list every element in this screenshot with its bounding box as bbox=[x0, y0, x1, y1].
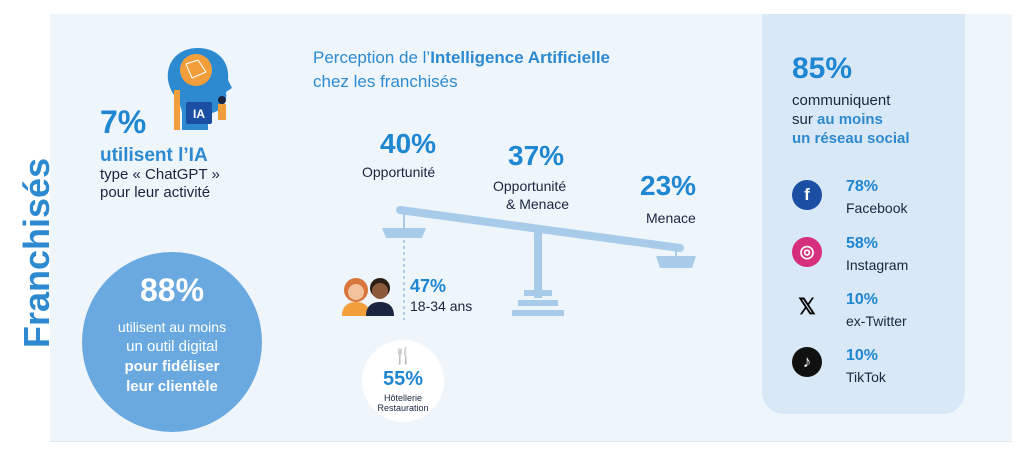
digital-percent: 88% bbox=[139, 272, 205, 308]
ai-head-illustration: IA bbox=[167, 48, 232, 130]
digital-tools-circle: 88% utilisent au moins un outil digital … bbox=[82, 252, 262, 432]
cutlery-icon: 🍴 bbox=[393, 348, 413, 365]
hotel-circle: 🍴 55% Hôtellerie Restauration bbox=[362, 340, 444, 422]
tiktok-label: TikTok bbox=[846, 369, 886, 385]
threat-label: Menace bbox=[646, 210, 696, 226]
threat-percent: 23% bbox=[640, 170, 697, 201]
digital-line1: utilisent au moins bbox=[117, 319, 227, 335]
title-prefix: Perception de l’ bbox=[313, 48, 431, 67]
social-line2-prefix: sur bbox=[792, 111, 818, 128]
twitter-percent: 10% bbox=[846, 291, 879, 308]
tiktok-percent: 10% bbox=[846, 347, 879, 364]
title-bold: Intelligence Artificielle bbox=[430, 48, 610, 67]
perception-subtitle: chez les franchisés bbox=[313, 72, 458, 91]
hotel-label1: Hôtellerie bbox=[383, 393, 423, 403]
mixed-percent: 37% bbox=[508, 140, 565, 171]
twitter-label: ex-Twitter bbox=[846, 313, 907, 329]
ia-percent: 7% bbox=[100, 104, 147, 140]
opportunity-label: Opportunité bbox=[362, 164, 436, 180]
social-line1: communiquent bbox=[792, 92, 891, 109]
opportunity-percent: 40% bbox=[380, 128, 437, 159]
social-percent: 85% bbox=[792, 52, 853, 85]
hotel-percent: 55% bbox=[382, 368, 424, 390]
instagram-label: Instagram bbox=[846, 257, 909, 273]
digital-line2: un outil digital bbox=[126, 338, 218, 355]
digital-line4: leur clientèle bbox=[126, 378, 218, 395]
social-card bbox=[762, 14, 965, 414]
facebook-percent: 78% bbox=[846, 178, 879, 195]
mixed-label2: & Menace bbox=[506, 196, 570, 212]
mixed-label1: Opportunité bbox=[493, 178, 567, 194]
facebook-icon: f bbox=[792, 180, 822, 210]
digital-line3: pour fidéliser bbox=[124, 358, 220, 375]
young-people-icon bbox=[342, 278, 394, 316]
hotel-label2: Restauration bbox=[377, 403, 429, 413]
perception-title: Perception de l’Intelligence Artificiell… bbox=[313, 48, 610, 68]
ia-icon-label: IA bbox=[193, 107, 205, 121]
social-line2-bold: au moins bbox=[817, 111, 883, 128]
ia-line3: pour leur activité bbox=[100, 184, 211, 201]
ia-line2: type « ChatGPT » bbox=[100, 166, 220, 183]
instagram-icon: ◎ bbox=[792, 237, 822, 267]
divider bbox=[50, 441, 1012, 442]
instagram-percent: 58% bbox=[846, 235, 879, 252]
tiktok-icon: ♪ bbox=[792, 347, 822, 377]
young-percent: 47% bbox=[410, 276, 447, 296]
social-line2: sur au moins bbox=[792, 111, 883, 128]
side-title: Franchisés bbox=[16, 157, 57, 348]
x-twitter-icon: 𝕏 bbox=[798, 294, 816, 319]
ia-line1: utilisent l’IA bbox=[100, 145, 208, 166]
facebook-label: Facebook bbox=[846, 200, 908, 216]
social-line3: un réseau social bbox=[792, 130, 910, 147]
balance-scale bbox=[382, 206, 696, 320]
young-label: 18-34 ans bbox=[410, 298, 473, 314]
